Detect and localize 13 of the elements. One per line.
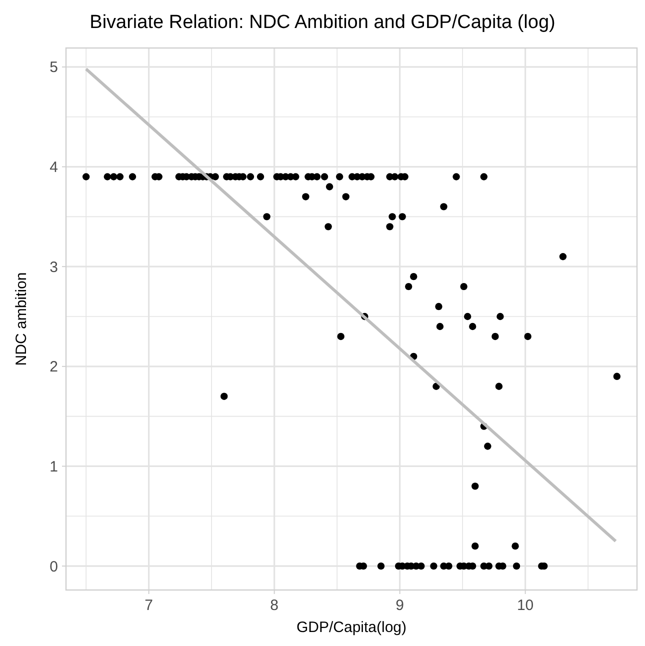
y-tick-label: 4 bbox=[50, 159, 58, 176]
y-tick-label: 5 bbox=[50, 59, 58, 76]
y-tick-label: 0 bbox=[50, 558, 58, 576]
x-tick-label: 9 bbox=[396, 597, 404, 614]
y-tick-label: 1 bbox=[50, 458, 58, 476]
y-axis-title: NDC ambition bbox=[13, 272, 30, 366]
y-tick-label: 2 bbox=[50, 358, 58, 376]
x-tick-label: 8 bbox=[270, 597, 278, 614]
y-tick-label: 3 bbox=[50, 258, 58, 276]
x-axis-title: GDP/Capita(log) bbox=[296, 619, 407, 636]
chart-title: Bivariate Relation: NDC Ambition and GDP/Capita (log) bbox=[90, 12, 556, 33]
x-tick-label: 10 bbox=[516, 597, 534, 614]
x-tick-label: 7 bbox=[144, 597, 153, 614]
